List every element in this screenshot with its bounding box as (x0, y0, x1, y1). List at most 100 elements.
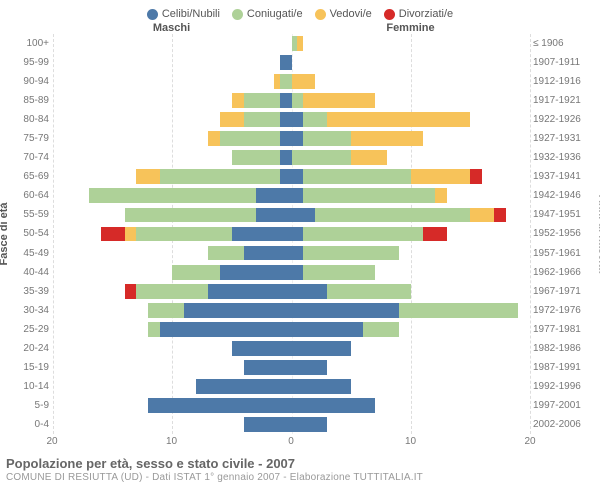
y-axis-right: ≤ 19061907-19111912-19161917-19211922-19… (530, 34, 594, 434)
bar-row (53, 110, 530, 129)
age-label: 85-89 (6, 91, 52, 110)
bar-seg (292, 208, 316, 223)
bar-seg (244, 246, 292, 261)
year-label: 1967-1971 (530, 282, 594, 301)
age-label: 5-9 (6, 396, 52, 415)
female-half (292, 224, 531, 243)
female-half (292, 91, 531, 110)
bar-seg (220, 131, 280, 146)
male-half (53, 91, 292, 110)
bar-seg (327, 284, 410, 299)
bar-seg (303, 227, 422, 242)
age-label: 30-34 (6, 301, 52, 320)
age-label: 10-14 (6, 377, 52, 396)
bar-seg (160, 169, 279, 184)
legend-swatch (315, 9, 326, 20)
bar-row (53, 415, 530, 434)
year-label: ≤ 1906 (530, 34, 594, 53)
female-half (292, 396, 531, 415)
bar-rows (53, 34, 530, 434)
bar-seg (280, 150, 292, 165)
male-half (53, 167, 292, 186)
bar-row (53, 129, 530, 148)
bar-seg (125, 284, 137, 299)
female-half (292, 339, 531, 358)
bar-seg (292, 188, 304, 203)
female-half (292, 129, 531, 148)
year-label: 1992-1996 (530, 377, 594, 396)
male-half (53, 244, 292, 263)
bar-seg (470, 169, 482, 184)
legend-item: Divorziati/e (384, 8, 453, 20)
female-half (292, 167, 531, 186)
age-label: 90-94 (6, 72, 52, 91)
bar-seg (399, 303, 518, 318)
male-half (53, 186, 292, 205)
bar-seg (220, 265, 292, 280)
x-tick: 20 (46, 436, 57, 447)
bar-row (53, 263, 530, 282)
age-label: 75-79 (6, 129, 52, 148)
column-headers: Maschi Femmine (6, 22, 594, 34)
bar-row (53, 34, 530, 53)
bar-seg (292, 150, 352, 165)
bar-seg (232, 227, 292, 242)
bar-seg (303, 93, 375, 108)
legend-item: Coniugati/e (232, 8, 303, 20)
bar-seg (232, 341, 292, 356)
bar-seg (148, 398, 291, 413)
bar-seg (244, 112, 280, 127)
bar-seg (101, 227, 125, 242)
bar-seg (208, 246, 244, 261)
female-half (292, 53, 531, 72)
male-half (53, 339, 292, 358)
year-label: 2002-2006 (530, 415, 594, 434)
x-tick: 20 (524, 436, 535, 447)
bar-seg (363, 322, 399, 337)
bar-seg (292, 265, 304, 280)
male-half (53, 53, 292, 72)
chart-area: Fasce di età 100+95-9990-9485-8980-8475-… (6, 34, 594, 434)
female-half (292, 186, 531, 205)
female-half (292, 34, 531, 53)
bar-seg (184, 303, 291, 318)
female-half (292, 110, 531, 129)
bar-seg (292, 74, 316, 89)
legend: Celibi/NubiliConiugati/eVedovi/eDivorzia… (6, 8, 594, 20)
bar-seg (292, 303, 399, 318)
bar-row (53, 205, 530, 224)
bar-row (53, 186, 530, 205)
bar-seg (303, 131, 351, 146)
bar-seg (351, 131, 423, 146)
bar-row (53, 339, 530, 358)
male-half (53, 263, 292, 282)
female-half (292, 358, 531, 377)
x-tick: 10 (166, 436, 177, 447)
male-half (53, 377, 292, 396)
female-half (292, 377, 531, 396)
age-label: 45-49 (6, 244, 52, 263)
bar-row (53, 377, 530, 396)
legend-label: Divorziati/e (399, 8, 453, 20)
bar-row (53, 320, 530, 339)
bar-seg (232, 150, 280, 165)
bar-seg (256, 188, 292, 203)
bar-seg (160, 322, 291, 337)
year-label: 1982-1986 (530, 339, 594, 358)
male-half (53, 110, 292, 129)
male-half (53, 72, 292, 91)
age-label: 50-54 (6, 224, 52, 243)
year-label: 1932-1936 (530, 148, 594, 167)
bar-row (53, 244, 530, 263)
bar-seg (303, 188, 434, 203)
bar-row (53, 358, 530, 377)
legend-label: Celibi/Nubili (162, 8, 220, 20)
bar-seg (280, 93, 292, 108)
female-half (292, 148, 531, 167)
x-tick: 10 (405, 436, 416, 447)
y-axis-title-right: Anni di nascita (596, 195, 600, 273)
header-topyear (530, 22, 594, 34)
bar-seg (494, 208, 506, 223)
age-label: 25-29 (6, 320, 52, 339)
male-half (53, 224, 292, 243)
